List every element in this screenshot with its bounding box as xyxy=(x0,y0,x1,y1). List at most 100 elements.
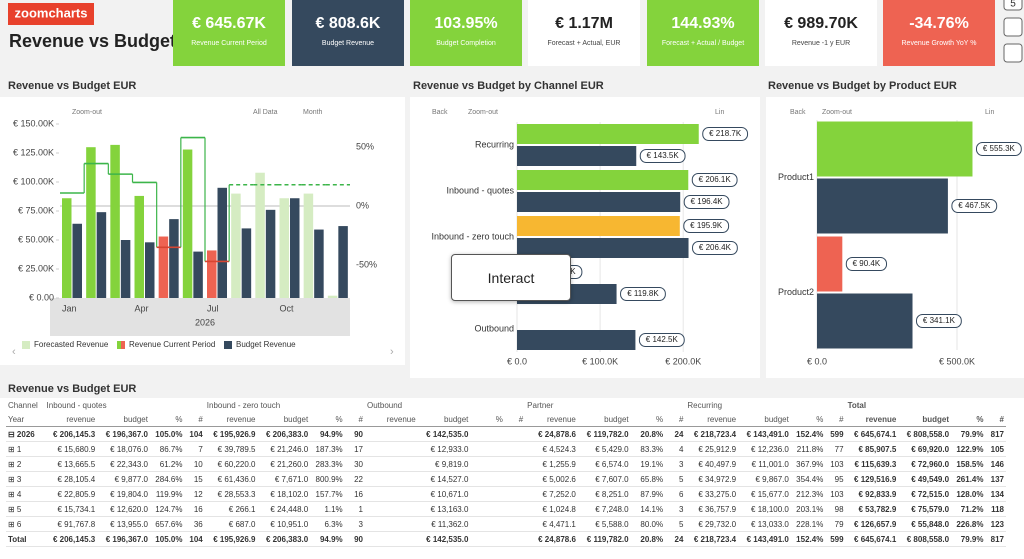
column-header: revenue xyxy=(845,412,899,427)
y-tick-label: € 150.00K xyxy=(13,118,54,128)
table-cell: € 645,674.1 xyxy=(845,426,899,442)
table-cell: 124.7% xyxy=(149,501,185,517)
table-cell xyxy=(504,531,526,547)
table-row: ⊞ 6 € 91,767.8 € 13,955.0 657.6% 36 € 687.0 € … xyxy=(6,516,1006,532)
table-cell: € 19,804.0 xyxy=(97,486,150,502)
x-axis-band xyxy=(50,298,350,336)
toolbar-item[interactable]: Lin xyxy=(985,109,994,116)
table-cell: 79.9% xyxy=(951,426,986,442)
table-cell: 103 xyxy=(825,486,846,502)
x-tick-label: € 0.0 xyxy=(507,356,527,366)
badge[interactable]: 5 xyxy=(1010,0,1016,10)
table-cell: 15 xyxy=(184,471,205,487)
table-cell: 80.0% xyxy=(630,516,666,532)
table-cell: 87.9% xyxy=(630,486,666,502)
kpi-tile xyxy=(410,0,522,66)
table-cell: € 12,236.0 xyxy=(738,441,791,457)
column-header: % xyxy=(951,412,986,427)
column-header: revenue xyxy=(44,412,98,427)
table-cell: € 206,383.0 xyxy=(257,531,311,547)
column-header: # xyxy=(825,412,846,427)
column-header: % xyxy=(790,412,826,427)
table-cell: 128.0% xyxy=(951,486,986,502)
calendar-button[interactable] xyxy=(1003,17,1023,37)
table-cell: € 9,877.0 xyxy=(97,471,150,487)
table-cell: € 72,515.0 xyxy=(898,486,952,502)
bar xyxy=(517,238,689,258)
toolbar-item[interactable]: All Data xyxy=(253,109,278,116)
table-cell: 16 xyxy=(184,501,205,517)
legend-swatch xyxy=(224,341,232,349)
toolbar-item[interactable]: Zoom-out xyxy=(822,109,852,116)
scroll-left[interactable]: ‹ xyxy=(12,346,16,358)
interact-button[interactable]: Interact xyxy=(451,254,571,301)
bar xyxy=(134,195,144,298)
table-cell: € 15,734.1 xyxy=(44,501,98,517)
table-cell: 104 xyxy=(184,426,205,442)
toolbar-item[interactable]: Back xyxy=(790,109,806,116)
table-cell: € 9,867.0 xyxy=(738,471,791,487)
table-cell: € 12,620.0 xyxy=(97,501,150,517)
toolbar-item[interactable]: Month xyxy=(303,109,323,116)
toolbar-item[interactable]: Zoom-out xyxy=(72,109,102,116)
table-cell xyxy=(470,441,505,457)
table-panel: Revenue vs Budget EUR Channel Inbound - q… xyxy=(0,380,1024,559)
table-cell: 30 xyxy=(344,456,365,472)
table-cell: 3 xyxy=(665,501,686,517)
scroll-right[interactable]: › xyxy=(390,346,394,358)
table-cell: € 12,933.0 xyxy=(417,441,471,457)
table-cell: 137 xyxy=(985,471,1006,487)
value-label: € 206.1K xyxy=(699,175,732,184)
bar xyxy=(231,193,241,298)
row-label: ⊞ 1 xyxy=(6,441,45,457)
x-tick-label: € 500.0K xyxy=(939,356,975,366)
table-cell: € 206,145.3 xyxy=(44,531,98,547)
table-cell xyxy=(364,531,418,547)
table-cell xyxy=(364,456,418,472)
column-header-row: Year revenue budget% # revenue budget% # revenu… xyxy=(6,412,1006,427)
column-header: budget xyxy=(898,412,952,427)
table-cell: 228.1% xyxy=(790,516,826,532)
column-header: budget xyxy=(417,412,471,427)
y-tick-label: € 125.00K xyxy=(13,147,54,157)
table-cell: 4 xyxy=(665,441,686,457)
table-cell xyxy=(504,456,526,472)
table-cell: € 808,558.0 xyxy=(898,426,952,442)
bar xyxy=(517,192,681,212)
value-label-box xyxy=(620,287,666,301)
table-cell: 152.4% xyxy=(790,531,826,547)
table-cell: 103 xyxy=(825,456,846,472)
table-row: ⊞ 1 € 15,680.9 € 18,076.0 86.7% 7 € 39,789.5 €… xyxy=(6,441,1006,457)
y2-tick-label: 50% xyxy=(356,141,374,151)
category-label: Inbound - zero touch xyxy=(431,231,514,241)
badge-box[interactable] xyxy=(1003,0,1023,11)
legend-label[interactable]: Forecasted Revenue xyxy=(34,340,109,349)
group-header: Inbound - zero touch xyxy=(206,400,281,410)
value-label-box xyxy=(916,314,962,328)
legend-label[interactable]: Budget Revenue xyxy=(236,340,296,349)
x-tick-label: Jul xyxy=(207,303,219,313)
table-cell xyxy=(364,426,418,442)
logo-box xyxy=(8,3,94,25)
category-label: Product1 xyxy=(778,172,814,182)
table-cell xyxy=(470,486,505,502)
legend-label[interactable]: Revenue Current Period xyxy=(129,340,215,349)
toolbar-item[interactable]: Zoom-out xyxy=(468,109,498,116)
table-cell: € 60,220.0 xyxy=(204,456,258,472)
kpi-value: € 645.67K xyxy=(192,15,266,32)
toolbar-item[interactable]: Back xyxy=(432,109,448,116)
value-label: € 218.7K xyxy=(709,129,742,138)
value-label: € 195.9K xyxy=(690,221,723,230)
table-cell: € 5,588.0 xyxy=(577,516,631,532)
table-cell: 22 xyxy=(344,471,365,487)
table-cell: € 24,878.6 xyxy=(525,531,578,547)
table-cell: € 34,972.9 xyxy=(685,471,739,487)
toolbar-item[interactable]: Lin xyxy=(715,109,724,116)
export-button[interactable] xyxy=(1003,43,1023,63)
table-cell: 5 xyxy=(665,516,686,532)
table-cell: € 808,558.0 xyxy=(898,531,952,547)
table-cell xyxy=(504,426,526,442)
table-cell: 71.2% xyxy=(951,501,986,517)
table-cell: € 39,789.5 xyxy=(204,441,258,457)
dashboard-charts: zoomcharts Revenue vs Budget 5 ‹ › € 645… xyxy=(0,0,1024,378)
